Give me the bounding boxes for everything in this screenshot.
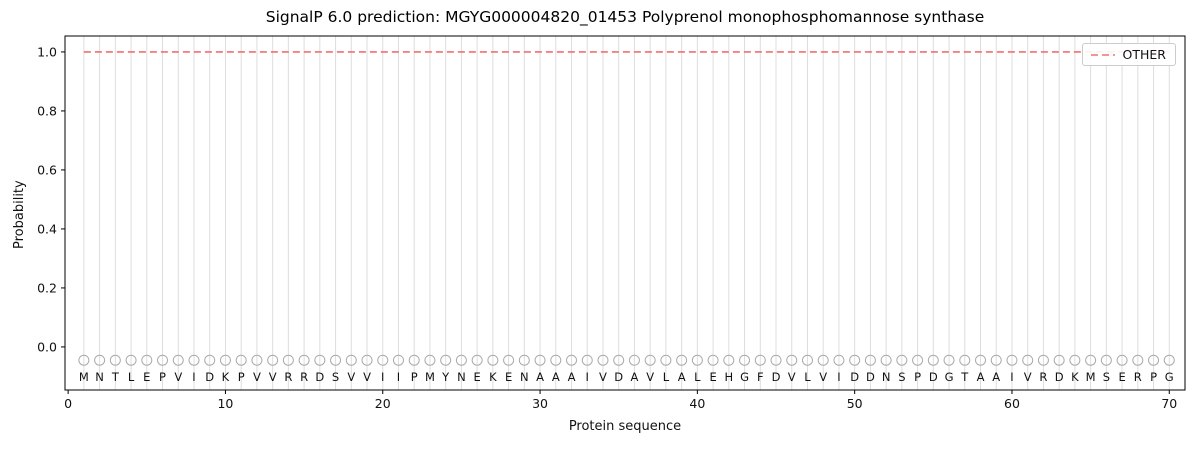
svg-text:H: H [724, 370, 733, 384]
svg-text:E: E [143, 370, 150, 384]
svg-text:L: L [663, 370, 670, 384]
svg-text:M: M [79, 370, 89, 384]
svg-text:L: L [694, 370, 701, 384]
svg-text:D: D [866, 370, 875, 384]
gridlines [83, 36, 1170, 390]
svg-text:I: I [381, 370, 384, 384]
svg-text:M: M [425, 370, 435, 384]
x-axis-ticks: 0 10 20 30 40 50 60 70 [64, 390, 1177, 411]
svg-text:20: 20 [375, 396, 391, 411]
svg-text:D: D [1055, 370, 1064, 384]
svg-text:P: P [159, 370, 166, 384]
chart-title: SignalP 6.0 prediction: MGYG000004820_01… [265, 8, 985, 26]
svg-text:A: A [992, 370, 1000, 384]
svg-text:0.0: 0.0 [37, 339, 57, 354]
residue-markers [78, 354, 1175, 366]
svg-text:N: N [457, 370, 466, 384]
svg-text:R: R [284, 370, 292, 384]
svg-text:A: A [678, 370, 686, 384]
legend-label: OTHER [1122, 47, 1166, 62]
svg-text:50: 50 [847, 396, 863, 411]
svg-text:0.2: 0.2 [37, 280, 57, 295]
svg-text:30: 30 [532, 396, 548, 411]
svg-text:S: S [1103, 370, 1110, 384]
svg-text:P: P [914, 370, 921, 384]
svg-text:V: V [599, 370, 607, 384]
svg-text:E: E [1118, 370, 1125, 384]
svg-text:V: V [1024, 370, 1032, 384]
svg-text:S: S [898, 370, 905, 384]
svg-text:K: K [489, 370, 497, 384]
axes-frame [64, 35, 1186, 391]
svg-text:0.8: 0.8 [37, 103, 57, 118]
svg-text:V: V [363, 370, 371, 384]
svg-text:G: G [945, 370, 954, 384]
svg-text:V: V [174, 370, 182, 384]
svg-text:L: L [804, 370, 811, 384]
svg-text:K: K [1071, 370, 1079, 384]
svg-text:V: V [788, 370, 796, 384]
legend: OTHER [1081, 43, 1176, 66]
svg-text:Y: Y [441, 370, 450, 384]
svg-text:V: V [253, 370, 261, 384]
svg-text:P: P [1150, 370, 1157, 384]
svg-text:A: A [552, 370, 560, 384]
svg-text:P: P [411, 370, 418, 384]
y-axis-ticks: 0.0 0.2 0.4 0.6 0.8 1.0 [37, 44, 65, 354]
svg-text:D: D [772, 370, 781, 384]
svg-text:G: G [740, 370, 749, 384]
svg-text:I: I [837, 370, 840, 384]
svg-text:60: 60 [1004, 396, 1020, 411]
svg-text:0.4: 0.4 [37, 221, 57, 236]
svg-text:E: E [505, 370, 512, 384]
svg-text:R: R [300, 370, 308, 384]
svg-text:K: K [222, 370, 230, 384]
svg-text:V: V [819, 370, 827, 384]
svg-text:D: D [929, 370, 938, 384]
svg-text:L: L [128, 370, 135, 384]
svg-text:S: S [332, 370, 339, 384]
svg-text:M: M [1086, 370, 1096, 384]
svg-text:1.0: 1.0 [37, 44, 57, 59]
svg-text:V: V [269, 370, 277, 384]
x-axis-label: Protein sequence [568, 419, 682, 434]
svg-text:D: D [614, 370, 623, 384]
svg-text:I: I [192, 370, 195, 384]
svg-text:E: E [709, 370, 716, 384]
svg-text:10: 10 [217, 396, 233, 411]
svg-text:T: T [960, 370, 969, 384]
legend-dash-icon [1090, 53, 1115, 56]
svg-text:R: R [1039, 370, 1047, 384]
svg-text:V: V [646, 370, 654, 384]
svg-text:G: G [1165, 370, 1174, 384]
svg-text:A: A [977, 370, 985, 384]
svg-text:N: N [95, 370, 104, 384]
svg-text:70: 70 [1161, 396, 1177, 411]
svg-text:A: A [568, 370, 576, 384]
svg-text:V: V [347, 370, 355, 384]
svg-text:D: D [850, 370, 859, 384]
svg-text:I: I [1010, 370, 1013, 384]
svg-text:A: A [631, 370, 639, 384]
svg-text:D: D [315, 370, 324, 384]
svg-text:I: I [586, 370, 589, 384]
svg-text:T: T [111, 370, 120, 384]
svg-text:N: N [520, 370, 529, 384]
svg-text:40: 40 [689, 396, 705, 411]
svg-text:R: R [1134, 370, 1142, 384]
svg-text:I: I [397, 370, 400, 384]
svg-text:E: E [473, 370, 480, 384]
svg-text:0.6: 0.6 [37, 162, 57, 177]
svg-text:F: F [757, 370, 764, 384]
svg-text:D: D [205, 370, 214, 384]
svg-text:A: A [536, 370, 544, 384]
svg-text:N: N [882, 370, 891, 384]
svg-text:P: P [238, 370, 245, 384]
svg-text:0: 0 [64, 396, 72, 411]
